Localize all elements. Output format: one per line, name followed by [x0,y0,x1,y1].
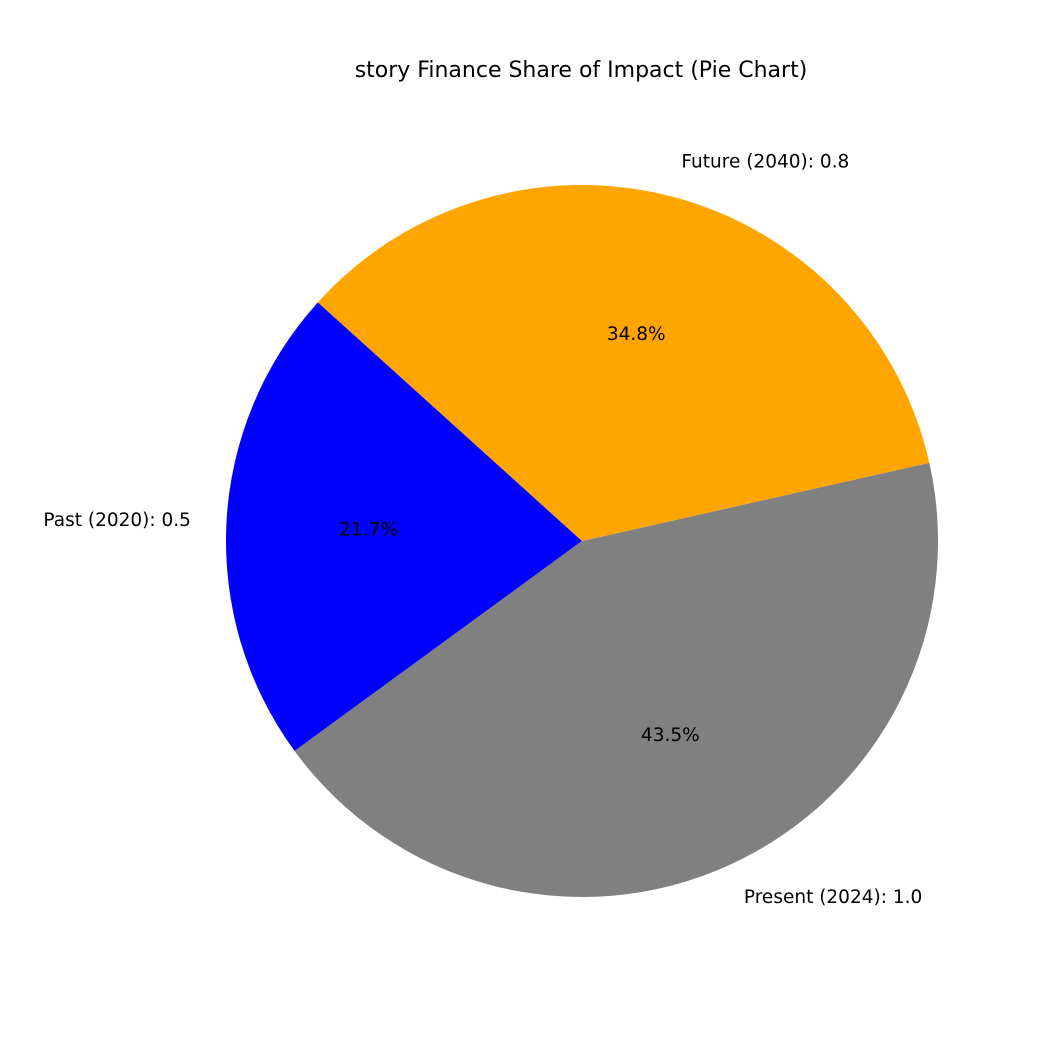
pie-slice-2 [317,185,930,541]
pie-slice-1 [294,462,938,897]
slice-category-label: Past (2020): 0.5 [43,510,191,531]
pie-slices [225,185,938,897]
slice-percent-label: 43.5% [641,725,700,746]
slice-percent-label: 21.7% [339,519,398,540]
chart-title: story Finance Share of Impact (Pie Chart… [354,58,808,83]
pie-labels: 21.7% Past (2020): 0.5 43.5% Present (2024)… [43,152,922,908]
slice-category-label: Present (2024): 1.0 [744,887,922,908]
slice-category-label: Future (2040): 0.8 [681,152,849,173]
slice-percent-label: 34.8% [607,324,666,345]
pie-slice-0 [225,302,582,752]
